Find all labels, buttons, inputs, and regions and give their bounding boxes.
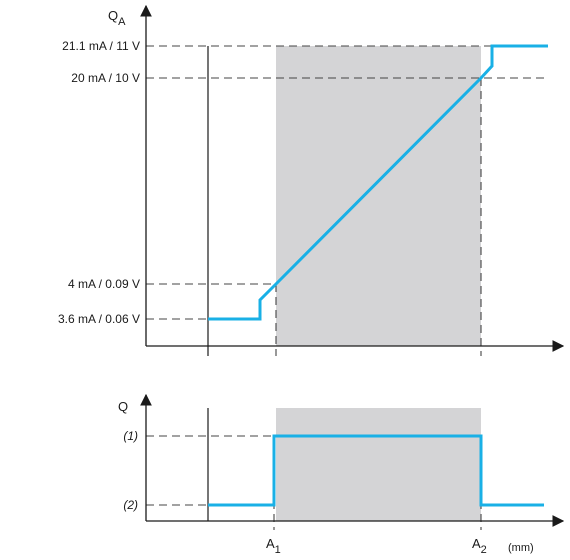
level-label-1: (1) xyxy=(123,429,138,443)
lower-y-axis-title: Q xyxy=(118,399,128,414)
upper-y-axis-letter: Q xyxy=(108,8,118,23)
x-label-a1: A1 xyxy=(266,536,281,556)
level-label-2: (2) xyxy=(123,498,138,512)
lower-operating-range-shade xyxy=(276,408,481,521)
x-label-a1-subscript: 1 xyxy=(275,544,281,556)
upper-y-axis-title: QA xyxy=(108,8,126,28)
level-label-21-1ma: 21.1 mA / 11 V xyxy=(62,39,140,53)
level-label-4ma: 4 mA / 0.09 V xyxy=(68,277,140,291)
upper-y-axis-subscript: A xyxy=(118,16,126,28)
upper-chart: QA 21.1 mA / 11 V 20 mA / 10 V 4 mA / 0.… xyxy=(58,4,565,356)
x-label-a1-letter: A xyxy=(266,536,275,551)
x-axis-unit: (mm) xyxy=(508,542,534,554)
analog-output-curve xyxy=(208,44,548,321)
upper-operating-range-shade xyxy=(276,46,481,346)
x-label-a2: A2 xyxy=(472,536,487,556)
switching-output-curve xyxy=(208,434,544,507)
x-label-a2-letter: A xyxy=(472,536,481,551)
level-label-3-6ma: 3.6 mA / 0.06 V xyxy=(58,312,140,326)
lower-chart: Q (1) (2) A1 A2 (mm) xyxy=(118,393,565,556)
level-label-20ma: 20 mA / 10 V xyxy=(71,71,140,85)
x-label-a2-subscript: 2 xyxy=(481,544,487,556)
